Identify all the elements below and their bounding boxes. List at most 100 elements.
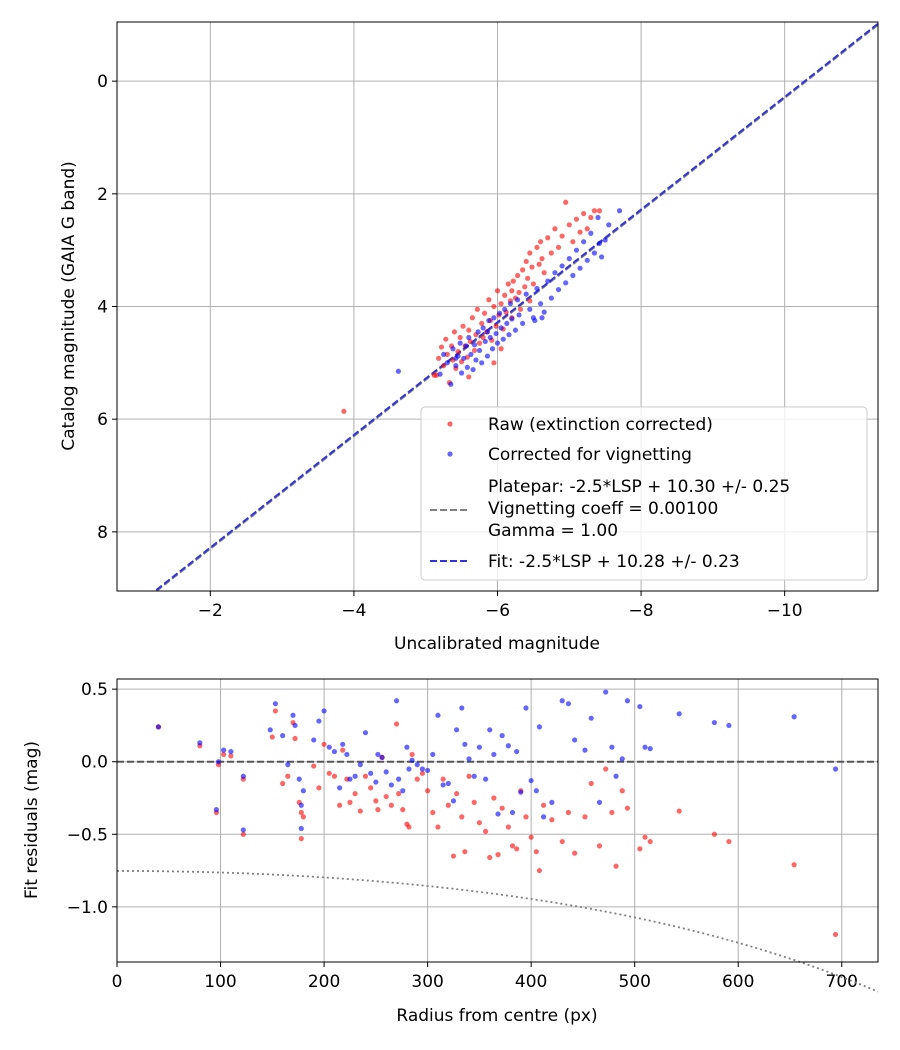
raw-point (527, 250, 533, 256)
corrected-point (570, 272, 576, 279)
top-raw-points (341, 199, 603, 414)
corrected-point (448, 381, 454, 387)
raw-point (476, 340, 483, 346)
corrected-residual-point (400, 788, 406, 794)
corrected-point (479, 360, 485, 366)
corrected-residual-point (344, 751, 350, 758)
raw-residual-point (321, 741, 327, 747)
raw-residual-point (596, 843, 603, 849)
raw-point (529, 264, 535, 270)
raw-point (516, 289, 522, 296)
corrected-point (527, 306, 533, 312)
corrected-point (482, 338, 488, 345)
raw-residual-point (435, 824, 441, 830)
raw-point (566, 222, 572, 228)
raw-residual-point (495, 852, 501, 858)
corrected-point (516, 312, 522, 318)
corrected-residual-point (528, 777, 534, 784)
corrected-point (584, 257, 590, 263)
corrected-residual-point (495, 811, 501, 817)
raw-point (520, 267, 526, 273)
raw-residual-point (540, 802, 547, 808)
corrected-residual-point (536, 724, 543, 730)
bottom-x-tick-label: 100 (204, 972, 236, 992)
legend-platepar-line2: Vignetting coeff = 0.00100 (488, 499, 718, 519)
bottom-x-tick-label: 700 (826, 972, 858, 992)
corrected-point (573, 247, 580, 253)
corrected-point (581, 239, 587, 245)
bottom-x-tick-label: 200 (308, 972, 340, 992)
legend-platepar-label: Platepar: -2.5*LSP + 10.30 +/- 0.25 Vign… (488, 477, 796, 541)
corrected-residual-point (726, 722, 732, 729)
corrected-residual-point (419, 766, 426, 772)
corrected-residual-point (642, 744, 648, 750)
top-y-tick-label: 4 (97, 298, 108, 318)
top-x-tick-label: −6 (485, 601, 510, 621)
raw-point (581, 210, 587, 217)
corrected-point (494, 340, 501, 346)
corrected-point (459, 370, 465, 376)
corrected-residual-point (459, 705, 465, 711)
corrected-residual-point (603, 689, 609, 695)
raw-point (517, 306, 524, 312)
corrected-point (473, 357, 479, 363)
raw-residual-point (509, 843, 516, 849)
corrected-point (471, 342, 478, 348)
legend-raw-marker (447, 421, 453, 427)
raw-residual-point (400, 807, 406, 813)
raw-point (441, 363, 447, 369)
bottom-y-tick-label: −1.0 (67, 898, 108, 918)
corrected-point (493, 330, 499, 337)
raw-point (534, 244, 540, 250)
corrected-residual-point (440, 782, 446, 788)
raw-residual-point (280, 780, 286, 787)
corrected-point (606, 222, 612, 228)
corrected-point (500, 336, 506, 342)
corrected-residual-point (316, 718, 322, 724)
corrected-point (509, 316, 515, 322)
raw-residual-point (603, 766, 609, 772)
raw-residual-point (791, 862, 797, 868)
raw-point (502, 292, 508, 298)
corrected-residual-point (215, 759, 222, 765)
corrected-residual-point (454, 727, 460, 733)
bottom-plot-frame (116, 678, 879, 963)
top-y-tick-label: 2 (97, 185, 108, 205)
raw-point (591, 208, 598, 214)
raw-residual-point (362, 773, 369, 779)
raw-point (467, 338, 473, 345)
corrected-residual-point (240, 827, 246, 833)
corrected-residual-point (290, 712, 296, 718)
raw-residual-point (240, 831, 246, 837)
corrected-residual-point (711, 719, 718, 726)
raw-residual-point (373, 798, 379, 804)
bottom-x-tick-label: 400 (515, 972, 547, 992)
corrected-residual-point (588, 715, 594, 721)
raw-residual-point (609, 809, 615, 816)
raw-residual-point (337, 802, 343, 808)
corrected-residual-point (240, 773, 246, 779)
corrected-residual-point (425, 767, 431, 774)
corrected-point (616, 208, 623, 214)
raw-point (570, 239, 576, 245)
corrected-point (453, 355, 459, 361)
corrected-residual-point (514, 748, 520, 755)
corrected-point (555, 286, 562, 293)
raw-point (505, 281, 511, 287)
raw-point (466, 327, 472, 333)
legend-corrected-label: Corrected for vignetting (488, 445, 692, 465)
corrected-point (596, 240, 603, 247)
top-panel: −2 −4 −6 −8 −10 0 2 4 6 8 Raw (extinction correct… (59, 21, 879, 654)
corrected-residual-point (292, 722, 298, 729)
raw-point (509, 288, 515, 294)
raw-residual-point (565, 809, 572, 816)
bottom-x-tick-label: 600 (722, 972, 754, 992)
corrected-residual-point (471, 773, 477, 779)
corrected-residual-point (388, 782, 394, 788)
corrected-residual-point (362, 730, 369, 736)
raw-point (522, 284, 528, 290)
bottom-x-tick-label: 300 (411, 972, 443, 992)
corrected-point (484, 353, 491, 359)
corrected-residual-point (393, 698, 400, 704)
raw-residual-point (514, 846, 520, 852)
